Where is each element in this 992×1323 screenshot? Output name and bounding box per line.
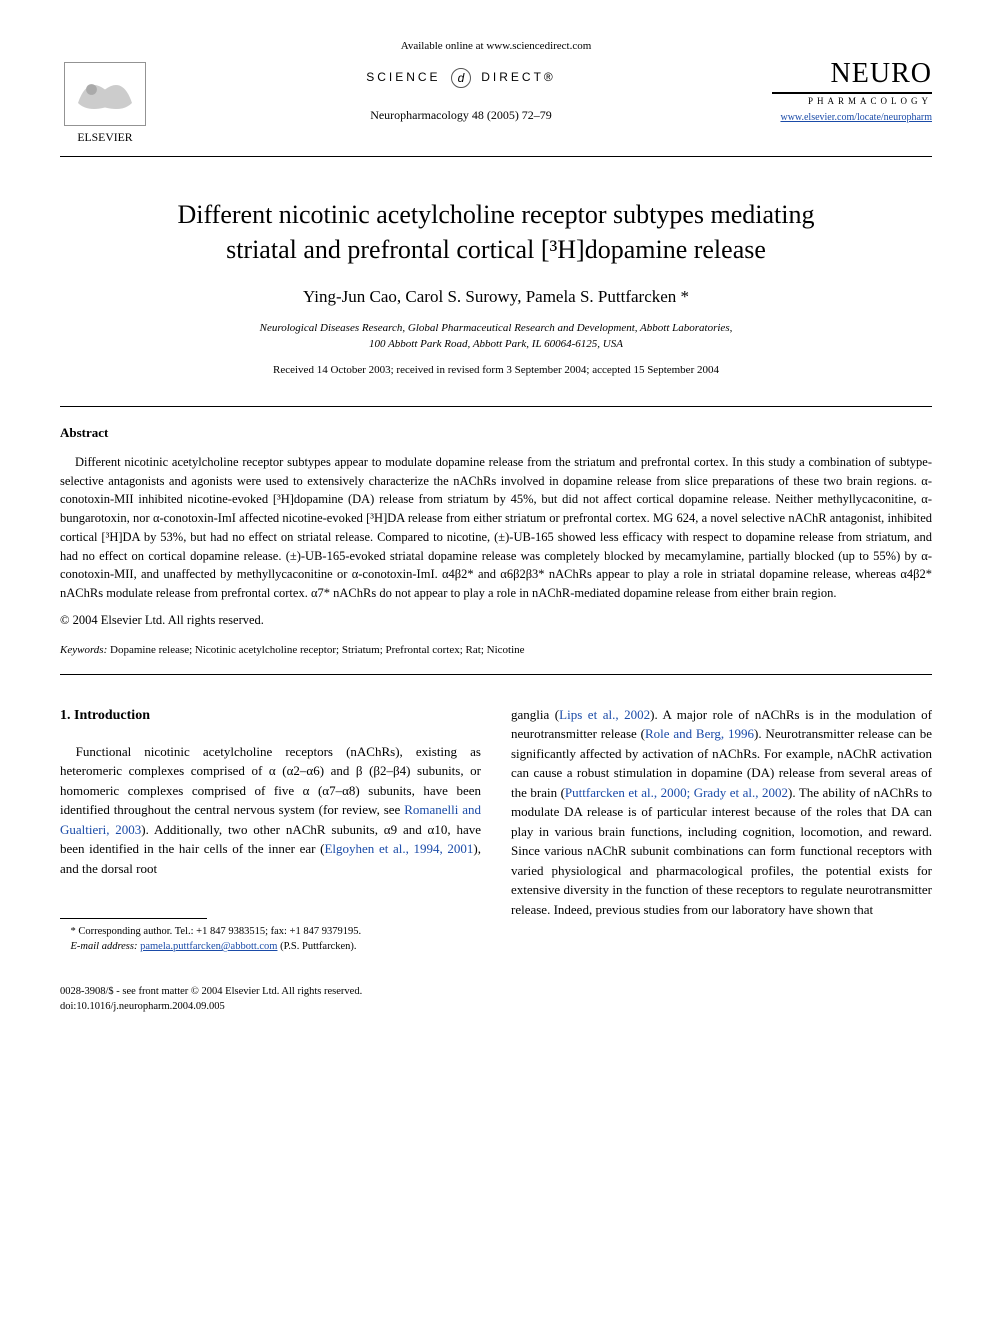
footnote-separator (60, 918, 207, 919)
abstract-top-rule (60, 406, 932, 407)
footer-left: 0028-3908/$ - see front matter © 2004 El… (60, 985, 362, 1014)
journal-reference: Neuropharmacology 48 (2005) 72–79 (150, 108, 772, 123)
abstract-bottom-rule (60, 674, 932, 675)
body-text: ). The ability of nAChRs to modulate DA … (511, 785, 932, 917)
body-text: ganglia ( (511, 707, 559, 722)
intro-paragraph-left: Functional nicotinic acetylcholine recep… (60, 742, 481, 879)
journal-homepage-link[interactable]: www.elsevier.com/locate/neuropharm (772, 112, 932, 123)
keywords: Keywords: Dopamine release; Nicotinic ac… (60, 644, 932, 656)
header-row: ELSEVIER SCIENCE d DIRECT® Neuropharmaco… (60, 58, 932, 148)
page-footer: 0028-3908/$ - see front matter © 2004 El… (60, 985, 932, 1014)
neuro-subtitle: PHARMACOLOGY (772, 92, 932, 106)
sciencedirect-logo: SCIENCE d DIRECT® (150, 68, 772, 88)
abstract-text: Different nicotinic acetylcholine recept… (60, 453, 932, 603)
article-dates: Received 14 October 2003; received in re… (60, 364, 932, 376)
title-line-1: Different nicotinic acetylcholine recept… (177, 200, 814, 229)
footer-doi: doi:10.1016/j.neuropharm.2004.09.005 (60, 1001, 225, 1012)
citation-link[interactable]: Lips et al., 2002 (559, 707, 650, 722)
sciencedirect-icon: d (451, 68, 471, 88)
citation-link[interactable]: Elgoyhen et al., 1994, 2001 (324, 841, 473, 856)
footer-copyright: 0028-3908/$ - see front matter © 2004 El… (60, 986, 362, 997)
neuro-title: NEURO (772, 58, 932, 90)
keywords-text: Dopamine release; Nicotinic acetylcholin… (107, 644, 524, 656)
affiliation: Neurological Diseases Research, Global P… (60, 321, 932, 352)
abstract-heading: Abstract (60, 425, 932, 441)
email-name: (P.S. Puttfarcken). (277, 941, 356, 952)
abstract-copyright: © 2004 Elsevier Ltd. All rights reserved… (60, 613, 932, 628)
authors: Ying-Jun Cao, Carol S. Surowy, Pamela S.… (60, 287, 932, 307)
affiliation-line-1: Neurological Diseases Research, Global P… (260, 322, 733, 334)
citation-link[interactable]: Puttfarcken et al., 2000; Grady et al., … (565, 785, 788, 800)
intro-paragraph-right: ganglia (Lips et al., 2002). A major rol… (511, 705, 932, 920)
sd-left: SCIENCE (366, 70, 440, 84)
journal-logo: NEURO PHARMACOLOGY www.elsevier.com/loca… (772, 58, 932, 123)
sd-right: DIRECT® (481, 70, 556, 84)
left-column: 1. Introduction Functional nicotinic ace… (60, 705, 481, 955)
header-center: SCIENCE d DIRECT® Neuropharmacology 48 (… (150, 58, 772, 123)
keywords-label: Keywords: (60, 644, 107, 656)
right-column: ganglia (Lips et al., 2002). A major rol… (511, 705, 932, 955)
citation-link[interactable]: Role and Berg, 1996 (645, 726, 754, 741)
corresponding-author-footnote: * Corresponding author. Tel.: +1 847 938… (60, 925, 481, 940)
available-online-text: Available online at www.sciencedirect.co… (60, 40, 932, 52)
email-label: E-mail address: (71, 941, 138, 952)
elsevier-logo: ELSEVIER (60, 58, 150, 148)
author-email-link[interactable]: pamela.puttfarcken@abbott.com (140, 941, 277, 952)
email-footnote: E-mail address: pamela.puttfarcken@abbot… (60, 940, 481, 955)
header-rule (60, 156, 932, 157)
svg-text:ELSEVIER: ELSEVIER (77, 131, 132, 144)
title-line-2: striatal and prefrontal cortical [³H]dop… (226, 235, 766, 264)
intro-heading: 1. Introduction (60, 705, 481, 726)
affiliation-line-2: 100 Abbott Park Road, Abbott Park, IL 60… (369, 338, 623, 350)
body-columns: 1. Introduction Functional nicotinic ace… (60, 705, 932, 955)
article-title: Different nicotinic acetylcholine recept… (100, 197, 892, 267)
